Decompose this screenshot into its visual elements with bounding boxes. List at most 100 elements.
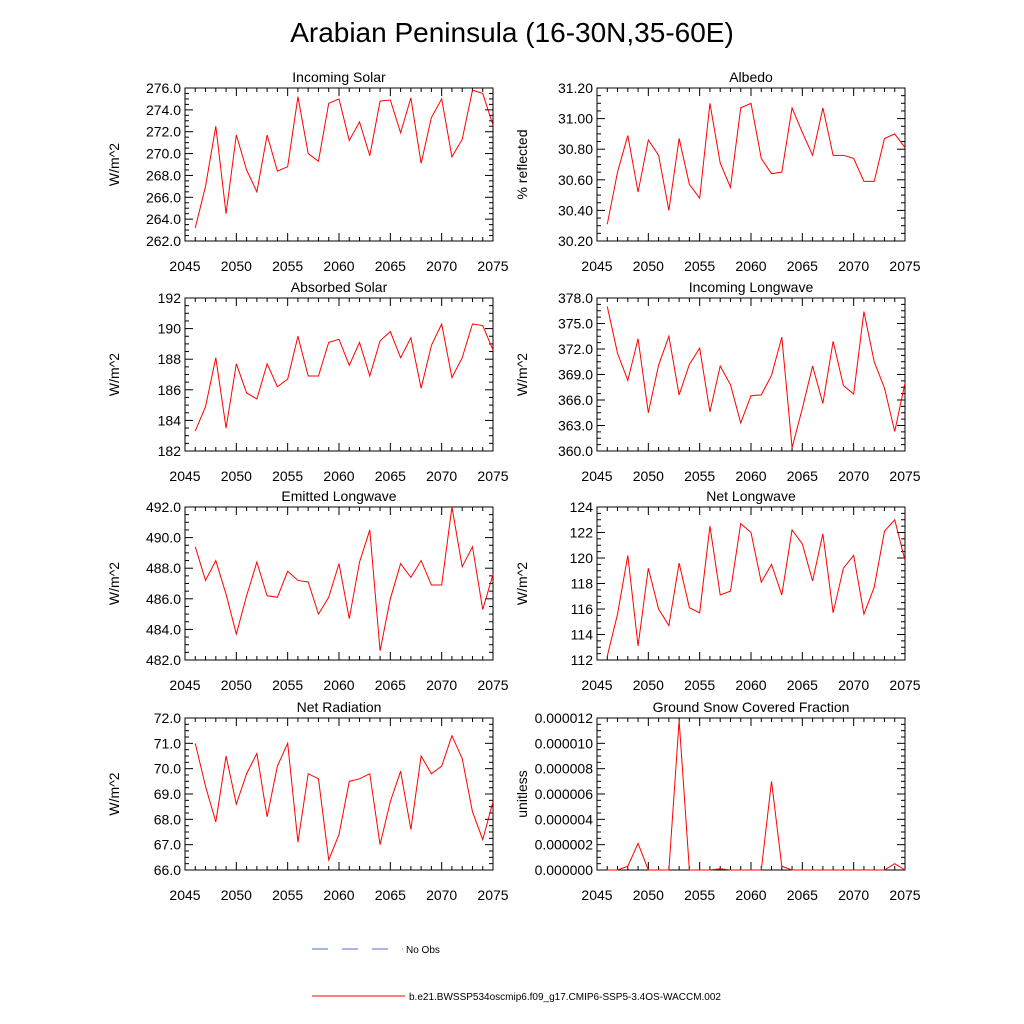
panel-net-radiation-ytick-label: 67.0 <box>154 837 181 853</box>
panel-net-radiation-ytick-label: 71.0 <box>154 735 181 751</box>
panel-net-longwave-xtick-label: 2050 <box>633 677 664 693</box>
panel-net-longwave-ytick-label: 114 <box>571 627 594 643</box>
panel-net-longwave-xtick-label: 2070 <box>838 677 869 693</box>
panel-emitted-longwave: 2045 2050 2055 2060 2065 2070 2075 482.0 484.0 48… <box>106 488 509 693</box>
panel-absorbed-solar-xtick-label: 2050 <box>221 468 252 484</box>
panel-ground-snow-covered-fraction-ytick-label: 0.000006 <box>535 786 594 802</box>
panel-net-longwave-ytick-label: 122 <box>570 525 594 541</box>
panel-albedo-xtick-label: 2045 <box>581 258 612 274</box>
panel-net-radiation-ylabel: W/m^2 <box>106 772 122 815</box>
panel-incoming-solar-xtick-label: 2045 <box>169 258 200 274</box>
panel-incoming-solar-xtick-label: 2050 <box>221 258 252 274</box>
panel-net-longwave-ytick-label: 118 <box>571 576 594 592</box>
panel-absorbed-solar-xtick-label: 2070 <box>426 468 457 484</box>
panel-ground-snow-covered-fraction-ytick-label: 0.000004 <box>535 811 594 827</box>
panel-incoming-solar-ytick-label: 264.0 <box>146 211 181 227</box>
panel-albedo-ytick-label: 30.40 <box>558 202 593 218</box>
panel-emitted-longwave-ytick-label: 482.0 <box>146 652 181 668</box>
panel-emitted-longwave-xtick-label: 2060 <box>323 677 354 693</box>
panel-absorbed-solar-ytick-label: 188 <box>158 351 182 367</box>
legend-obs-label: No Obs <box>406 945 440 956</box>
panel-albedo-xtick-label: 2060 <box>735 258 766 274</box>
panel-incoming-longwave-xtick-label: 2070 <box>838 468 869 484</box>
panel-ground-snow-covered-fraction-xtick-label: 2065 <box>787 887 818 903</box>
panel-net-radiation-xtick-label: 2060 <box>323 887 354 903</box>
panel-absorbed-solar-xtick-label: 2065 <box>375 468 406 484</box>
panel-incoming-longwave-xtick-label: 2075 <box>889 468 920 484</box>
panel-absorbed-solar-ytick-label: 182 <box>158 443 182 459</box>
panel-incoming-longwave-ytick-label: 360.0 <box>558 443 593 459</box>
panel-incoming-longwave-ytick-label: 375.0 <box>558 316 593 332</box>
panel-incoming-solar-xtick-label: 2060 <box>323 258 354 274</box>
panel-emitted-longwave-xtick-label: 2045 <box>169 677 200 693</box>
panel-albedo-ytick-label: 31.00 <box>558 111 593 127</box>
panel-ground-snow-covered-fraction-xtick-label: 2075 <box>889 887 920 903</box>
panel-absorbed-solar-ytick-label: 186 <box>158 382 182 398</box>
panel-incoming-solar-ytick-label: 274.0 <box>146 102 181 118</box>
panel-net-radiation-series-line <box>194 734 494 862</box>
panel-absorbed-solar-ytick-label: 190 <box>158 321 182 337</box>
panel-emitted-longwave-ylabel: W/m^2 <box>106 562 122 605</box>
panel-net-radiation-ytick-label: 72.0 <box>154 710 181 726</box>
panel-net-longwave-series-line <box>606 518 906 657</box>
panel-net-radiation-title: Net Radiation <box>297 699 382 715</box>
panel-emitted-longwave-frame <box>184 506 494 661</box>
panel-incoming-solar-title: Incoming Solar <box>292 69 386 85</box>
panel-net-radiation-frame <box>184 717 494 871</box>
panel-absorbed-solar-frame <box>184 297 494 452</box>
figure-title: Arabian Peninsula (16-30N,35-60E) <box>290 17 734 48</box>
panel-ground-snow-covered-fraction-ytick-label: 0.000000 <box>535 862 594 878</box>
panel-incoming-longwave-ytick-label: 369.0 <box>558 367 593 383</box>
panel-incoming-solar-ytick-label: 276.0 <box>146 80 181 96</box>
panel-albedo-ytick-label: 31.20 <box>558 80 593 96</box>
panel-albedo-xtick-label: 2075 <box>889 258 920 274</box>
panel-ground-snow-covered-fraction-ytick-label: 0.000002 <box>535 837 594 853</box>
panel-net-radiation-ytick-label: 69.0 <box>154 786 181 802</box>
panel-incoming-longwave-ytick-label: 372.0 <box>558 341 593 357</box>
panel-ground-snow-covered-fraction-xtick-label: 2055 <box>684 887 715 903</box>
panel-albedo-xtick-label: 2070 <box>838 258 869 274</box>
panel-net-radiation-xtick-label: 2065 <box>375 887 406 903</box>
panel-absorbed-solar-ytick-label: 192 <box>158 290 182 306</box>
panel-albedo-ytick-label: 30.60 <box>558 172 593 188</box>
legend-model-label: b.e21.BWSSP534oscmip6.f09_g17.CMIP6-SSP5… <box>409 992 721 1003</box>
panel-incoming-longwave-series-line <box>606 306 906 448</box>
panel-incoming-solar-frame <box>184 87 494 242</box>
panel-incoming-solar-ylabel: W/m^2 <box>106 143 122 186</box>
panel-net-radiation-xtick-label: 2055 <box>272 887 303 903</box>
panel-incoming-solar-ytick-label: 268.0 <box>146 167 181 183</box>
panels: 2045 2050 2055 2060 2065 2070 2075 262.0 264.0 26… <box>106 69 921 903</box>
panel-ground-snow-covered-fraction-xtick-label: 2045 <box>581 887 612 903</box>
panel-incoming-solar-ytick-label: 270.0 <box>146 146 181 162</box>
panel-net-longwave-xtick-label: 2065 <box>787 677 818 693</box>
panel-net-radiation-xtick-label: 2050 <box>221 887 252 903</box>
panel-net-longwave-ytick-label: 124 <box>570 499 594 515</box>
panel-albedo-series-line <box>606 102 906 225</box>
panel-net-longwave-title: Net Longwave <box>706 488 796 504</box>
panel-ground-snow-covered-fraction-series-line <box>607 720 906 871</box>
panel-albedo-xtick-label: 2050 <box>633 258 664 274</box>
panel-ground-snow-covered-fraction: 2045 2050 2055 2060 2065 2070 2075 0.000000 0.00… <box>514 699 921 903</box>
panel-absorbed-solar-title: Absorbed Solar <box>291 279 388 295</box>
panel-net-radiation-ytick-label: 70.0 <box>154 761 181 777</box>
panel-incoming-solar-ytick-label: 262.0 <box>146 233 181 249</box>
panel-emitted-longwave-ytick-label: 488.0 <box>146 560 181 576</box>
panel-incoming-longwave-xtick-label: 2055 <box>684 468 715 484</box>
panel-net-radiation-xtick-label: 2070 <box>426 887 457 903</box>
panel-absorbed-solar-xtick-label: 2055 <box>272 468 303 484</box>
panel-incoming-longwave-xtick-label: 2045 <box>581 468 612 484</box>
panel-emitted-longwave-ytick-label: 486.0 <box>146 591 181 607</box>
panel-emitted-longwave-xtick-label: 2050 <box>221 677 252 693</box>
panel-incoming-longwave-ytick-label: 363.0 <box>558 418 593 434</box>
panel-incoming-longwave-xtick-label: 2050 <box>633 468 664 484</box>
panel-net-radiation: 2045 2050 2055 2060 2065 2070 2075 66.0 67.0 68.0… <box>106 699 509 903</box>
panel-emitted-longwave-ytick-label: 492.0 <box>146 499 181 515</box>
panel-emitted-longwave-xtick-label: 2065 <box>375 677 406 693</box>
panel-ground-snow-covered-fraction-frame <box>596 717 906 871</box>
panel-emitted-longwave-xtick-label: 2070 <box>426 677 457 693</box>
panel-incoming-solar-xtick-label: 2075 <box>477 258 508 274</box>
panel-incoming-longwave-xtick-label: 2060 <box>735 468 766 484</box>
panel-incoming-longwave-ytick-label: 366.0 <box>558 392 593 408</box>
panel-emitted-longwave-ytick-label: 490.0 <box>146 530 181 546</box>
